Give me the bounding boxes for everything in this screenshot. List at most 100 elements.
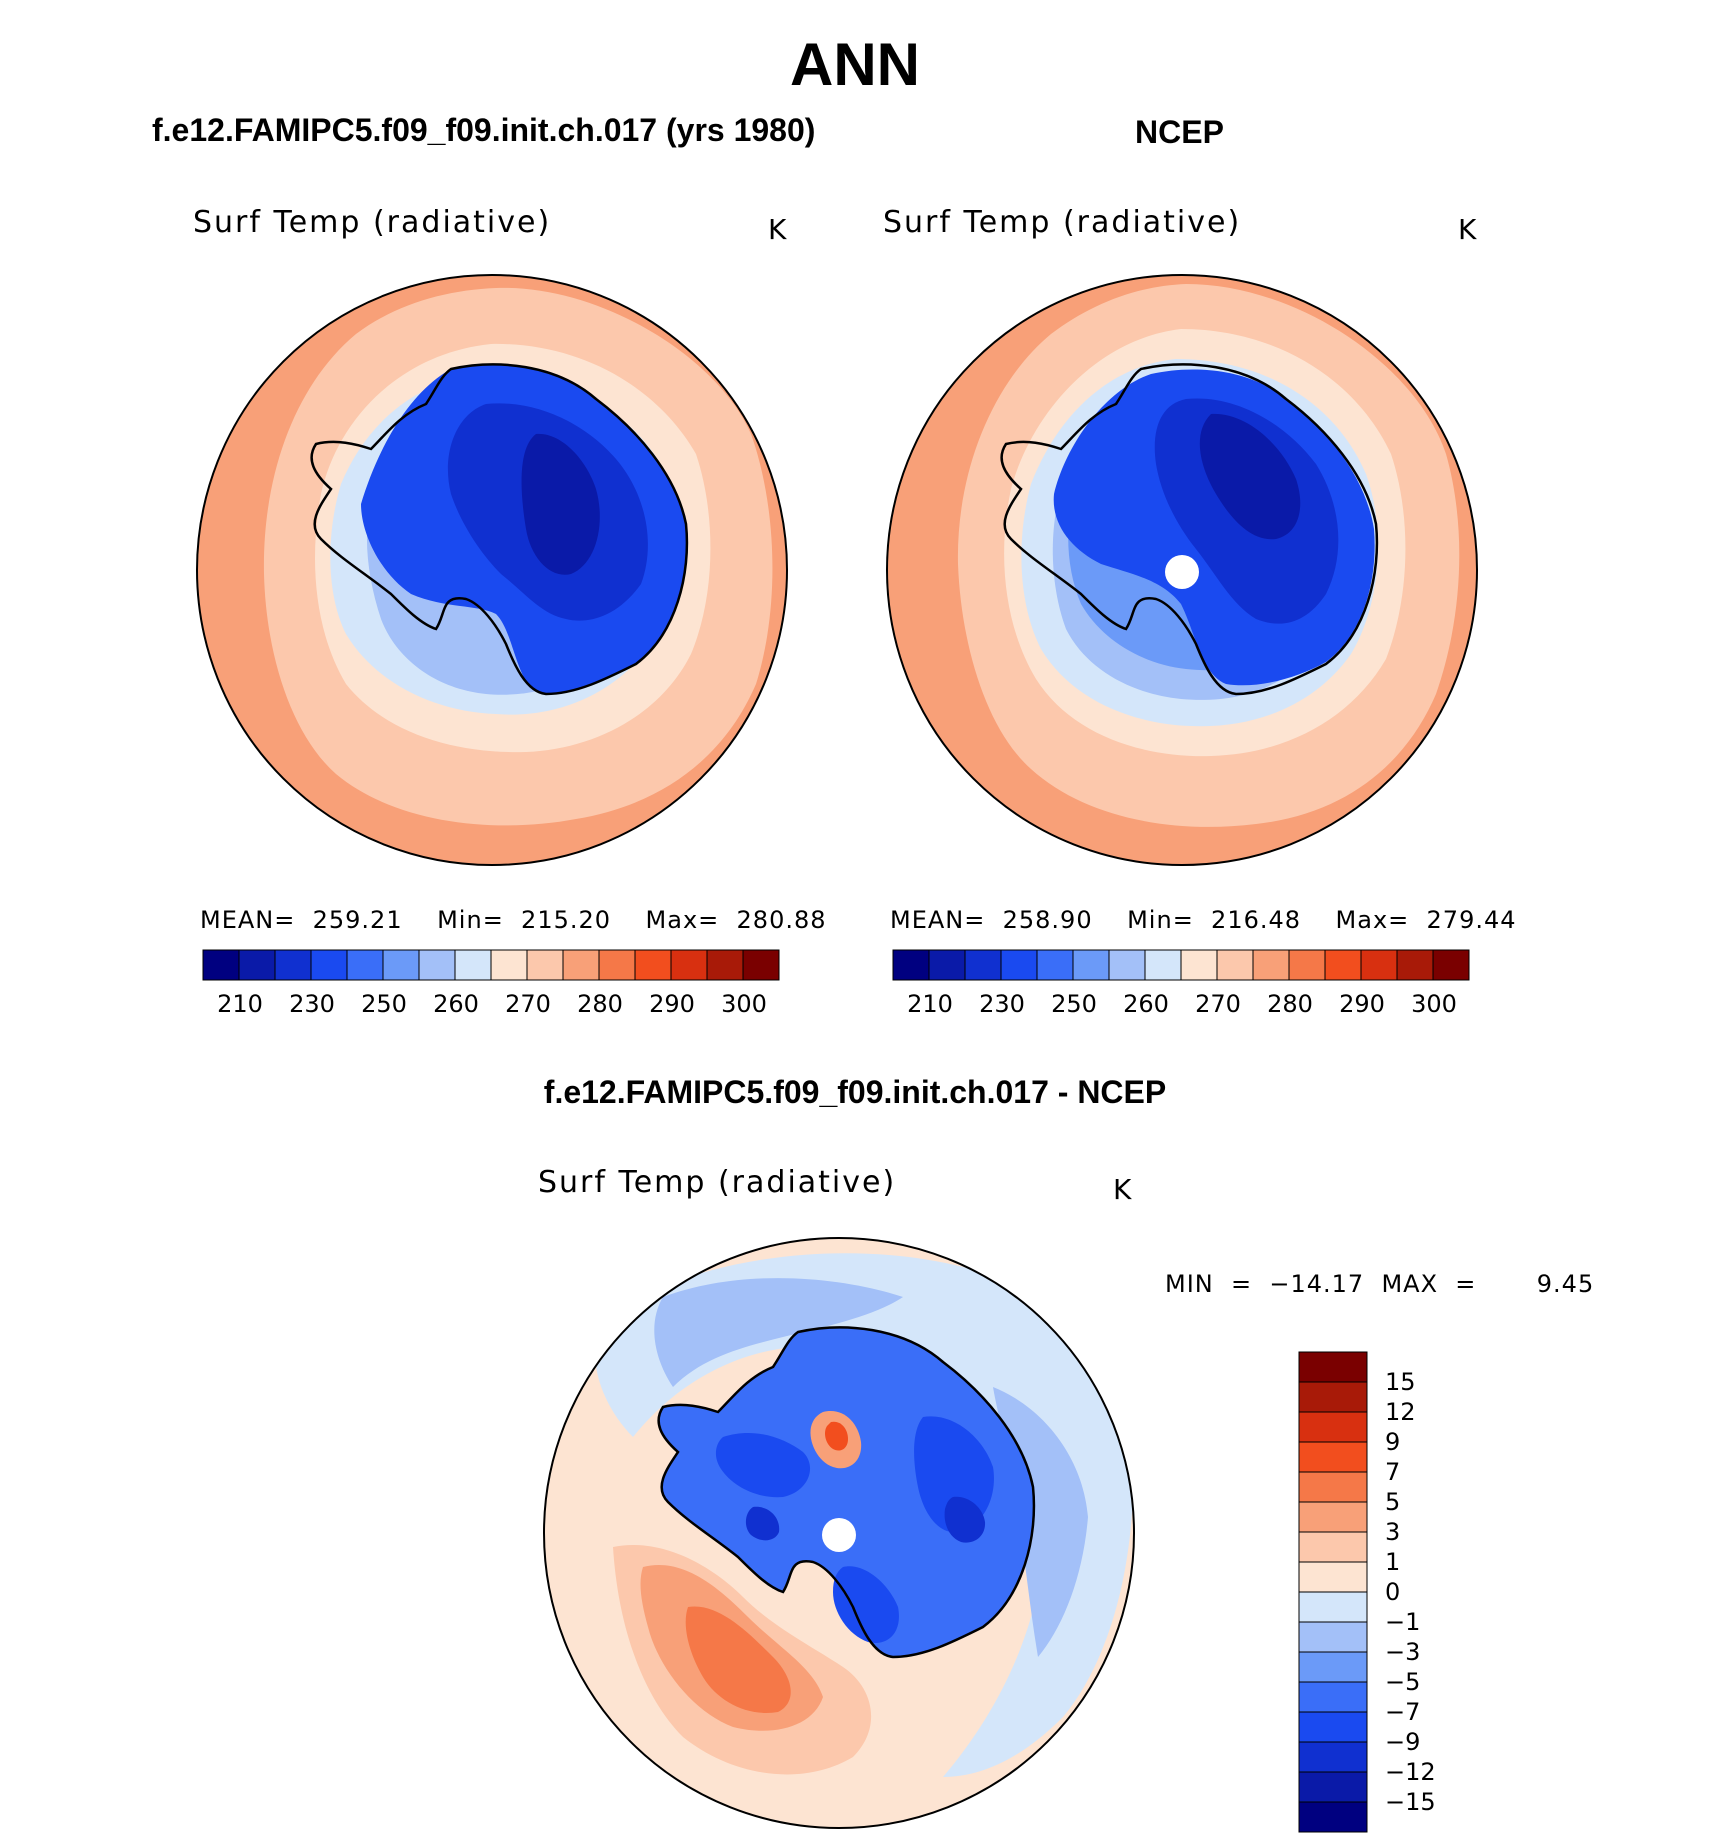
antarctica-coastline bbox=[1000, 363, 1379, 696]
panel-1-units: K bbox=[768, 213, 787, 246]
panel-1-colorbar bbox=[202, 949, 780, 981]
colorbar-swatch bbox=[1072, 949, 1110, 981]
colorbar-swatch bbox=[1298, 1621, 1368, 1653]
colorbar-tick-label: 300 bbox=[721, 990, 767, 1018]
colorbar-swatch bbox=[1298, 1771, 1368, 1803]
panel-2-map bbox=[886, 274, 1478, 866]
colorbar-swatch bbox=[1252, 949, 1290, 981]
colorbar-swatch bbox=[310, 949, 348, 981]
panel-2-title: NCEP bbox=[1135, 114, 1224, 150]
colorbar-swatch bbox=[454, 949, 492, 981]
colorbar-tick-label: 230 bbox=[289, 990, 335, 1018]
colorbar-tick-label: 290 bbox=[1339, 990, 1385, 1018]
colorbar-swatch bbox=[892, 949, 930, 981]
colorbar-swatch bbox=[382, 949, 420, 981]
pole-missing-data bbox=[822, 1518, 856, 1552]
colorbar-swatch bbox=[1298, 1561, 1368, 1593]
diff-band-5-7 bbox=[685, 1606, 791, 1713]
colorbar-swatch bbox=[1036, 949, 1074, 981]
panel-3-units: K bbox=[1113, 1173, 1132, 1206]
diff-band-minus1-0 bbox=[594, 1253, 1134, 1777]
colorbar-tick-label: −12 bbox=[1385, 1758, 1436, 1786]
colorbar-swatch bbox=[490, 949, 528, 981]
colorbar-swatch bbox=[1324, 949, 1362, 981]
colorbar-swatch bbox=[1396, 949, 1434, 981]
map-boundary bbox=[196, 274, 788, 866]
panel-1-title: f.e12.FAMIPC5.f09_f09.init.ch.017 (yrs 1… bbox=[152, 112, 816, 148]
antarctica-coastline bbox=[310, 363, 689, 696]
colorbar-swatch bbox=[706, 949, 744, 981]
colorbar-swatch bbox=[1288, 949, 1326, 981]
panel-2-units: K bbox=[1458, 213, 1477, 246]
colorbar-swatch bbox=[238, 949, 276, 981]
panel-1-stats: MEAN= 259.21 Min= 215.20 Max= 280.88 bbox=[200, 906, 827, 934]
colorbar-tick-label: 280 bbox=[1267, 990, 1313, 1018]
colorbar-swatch bbox=[562, 949, 600, 981]
colorbar-swatch bbox=[526, 949, 564, 981]
panel-2-variable-label: Surf Temp (radiative) bbox=[883, 205, 1242, 240]
colorbar-tick-label: −3 bbox=[1385, 1638, 1421, 1666]
colorbar-swatch bbox=[418, 949, 456, 981]
colorbar-tick-label: 3 bbox=[1385, 1518, 1401, 1546]
colorbar-swatch bbox=[1432, 949, 1470, 981]
colorbar-swatch bbox=[1298, 1741, 1368, 1773]
panel-1-variable-label: Surf Temp (radiative) bbox=[193, 205, 552, 240]
colorbar-swatch bbox=[1298, 1531, 1368, 1563]
panel-1-map bbox=[196, 274, 788, 866]
colorbar-tick-label: −9 bbox=[1385, 1728, 1421, 1756]
colorbar-swatch bbox=[1298, 1351, 1368, 1383]
colorbar-swatch bbox=[1298, 1801, 1368, 1833]
colorbar-swatch bbox=[1298, 1441, 1368, 1473]
colorbar-swatch bbox=[202, 949, 240, 981]
colorbar-swatch bbox=[346, 949, 384, 981]
colorbar-tick-label: 0 bbox=[1385, 1578, 1401, 1606]
colorbar-swatch bbox=[928, 949, 966, 981]
figure-title: ANN bbox=[790, 31, 920, 98]
colorbar-tick-label: 300 bbox=[1411, 990, 1457, 1018]
colorbar-tick-label: −5 bbox=[1385, 1668, 1421, 1696]
panel-2-colorbar bbox=[892, 949, 1470, 981]
colorbar-swatch bbox=[1298, 1681, 1368, 1713]
colorbar-tick-label: 280 bbox=[577, 990, 623, 1018]
colorbar-tick-label: 260 bbox=[433, 990, 479, 1018]
colorbar-swatch bbox=[1108, 949, 1146, 981]
colorbar-tick-label: 7 bbox=[1385, 1458, 1401, 1486]
colorbar-swatch bbox=[634, 949, 672, 981]
colorbar-swatch bbox=[1298, 1711, 1368, 1743]
colorbar-tick-label: 15 bbox=[1385, 1368, 1416, 1396]
colorbar-tick-label: 270 bbox=[505, 990, 551, 1018]
colorbar-swatch bbox=[1298, 1651, 1368, 1683]
panel-3-title: f.e12.FAMIPC5.f09_f09.init.ch.017 - NCEP bbox=[543, 1074, 1167, 1110]
diff-band-neg-land bbox=[658, 1327, 1034, 1657]
temp-band-below-210 bbox=[1199, 413, 1301, 540]
panel-3-colorbar bbox=[1298, 1351, 1368, 1833]
colorbar-tick-label: 260 bbox=[1123, 990, 1169, 1018]
colorbar-swatch bbox=[1298, 1471, 1368, 1503]
diff-band-minus9 bbox=[715, 1416, 994, 1643]
colorbar-tick-label: 270 bbox=[1195, 990, 1241, 1018]
colorbar-tick-label: −7 bbox=[1385, 1698, 1421, 1726]
colorbar-tick-label: 250 bbox=[1051, 990, 1097, 1018]
panel-3-map bbox=[543, 1237, 1135, 1829]
colorbar-swatch bbox=[1360, 949, 1398, 981]
colorbar-tick-label: −1 bbox=[1385, 1608, 1421, 1636]
colorbar-tick-label: 1 bbox=[1385, 1548, 1401, 1576]
colorbar-tick-label: 290 bbox=[649, 990, 695, 1018]
colorbar-swatch bbox=[1000, 949, 1038, 981]
colorbar-swatch bbox=[742, 949, 780, 981]
colorbar-swatch bbox=[1144, 949, 1182, 981]
colorbar-swatch bbox=[598, 949, 636, 981]
antarctica-coastline bbox=[657, 1326, 1036, 1659]
colorbar-swatch bbox=[274, 949, 312, 981]
colorbar-tick-label: 230 bbox=[979, 990, 1025, 1018]
temp-band-below-210 bbox=[521, 433, 600, 575]
colorbar-tick-label: 210 bbox=[907, 990, 953, 1018]
diff-band-positive-peak bbox=[825, 1421, 848, 1451]
panel-3-stats: MIN = −14.17 MAX = 9.45 bbox=[1165, 1270, 1595, 1298]
colorbar-tick-label: 12 bbox=[1385, 1398, 1416, 1426]
colorbar-swatch bbox=[1298, 1591, 1368, 1623]
colorbar-tick-label: 210 bbox=[217, 990, 263, 1018]
colorbar-swatch bbox=[1298, 1411, 1368, 1443]
panel-2-stats: MEAN= 258.90 Min= 216.48 Max= 279.44 bbox=[890, 906, 1517, 934]
pole-missing-data bbox=[1165, 555, 1199, 589]
